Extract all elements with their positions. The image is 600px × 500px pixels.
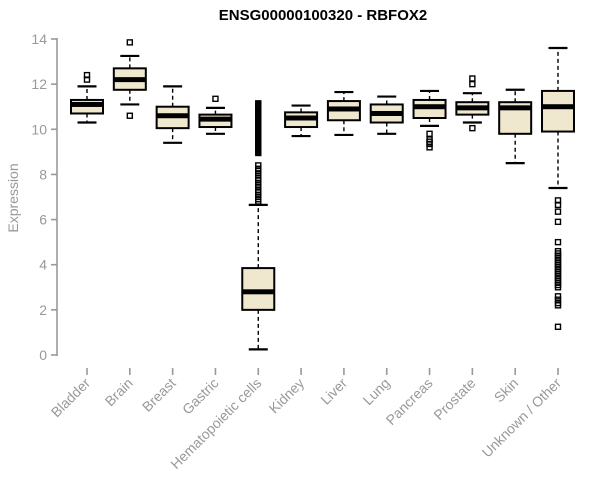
outlier-point bbox=[469, 124, 476, 132]
outlier-point bbox=[126, 112, 134, 119]
outlier-point bbox=[554, 284, 562, 291]
boxplot-breast bbox=[155, 85, 190, 144]
median-line bbox=[199, 116, 232, 122]
median-line bbox=[156, 113, 189, 119]
x-tick-label: Lung bbox=[360, 375, 393, 408]
boxplot-bladder bbox=[70, 71, 104, 124]
outlier-point bbox=[426, 140, 433, 148]
y-tick-label: 14 bbox=[31, 31, 47, 47]
y-tick-label: 10 bbox=[31, 121, 47, 137]
chart-title: ENSG00000100320 - RBFOX2 bbox=[218, 7, 428, 24]
outlier-point bbox=[554, 323, 562, 330]
median-line bbox=[285, 115, 318, 121]
median-line bbox=[413, 104, 446, 110]
boxplot-pancreas bbox=[412, 89, 447, 151]
outlier-point bbox=[255, 183, 262, 191]
median-line bbox=[327, 106, 360, 112]
boxplot-kidney bbox=[284, 104, 319, 138]
outlier-point bbox=[126, 39, 134, 46]
outlier-point bbox=[554, 296, 562, 303]
outlier-point bbox=[255, 187, 262, 194]
boxplot-lung bbox=[369, 95, 404, 135]
outlier-point bbox=[255, 180, 262, 187]
x-tick-label: Breast bbox=[139, 375, 179, 415]
outlier-point bbox=[426, 130, 433, 138]
x-tick-label: Skin bbox=[491, 375, 522, 406]
boxplot-gastric bbox=[198, 95, 233, 135]
y-tick-label: 12 bbox=[31, 76, 47, 92]
outlier-point bbox=[426, 144, 433, 151]
outlier-point bbox=[554, 201, 562, 209]
outlier-point bbox=[255, 165, 262, 172]
x-tick-label: Unknown / Other bbox=[479, 375, 565, 461]
x-tick-label: Bladder bbox=[48, 375, 94, 421]
boxplot-hematopoietic-cells bbox=[241, 100, 276, 351]
outlier-point bbox=[554, 302, 562, 309]
outlier-point bbox=[554, 208, 562, 215]
x-tick-label: Gastric bbox=[179, 375, 222, 418]
outlier-point bbox=[554, 218, 562, 226]
outlier-point bbox=[554, 238, 562, 246]
boxplot-liver bbox=[326, 90, 361, 137]
outlier-point bbox=[469, 80, 476, 88]
y-tick-label: 8 bbox=[39, 166, 47, 182]
outlier-point bbox=[554, 293, 562, 300]
outlier-point bbox=[255, 162, 262, 169]
outlier-point bbox=[255, 100, 262, 107]
median-line bbox=[370, 110, 403, 116]
median-line bbox=[113, 77, 146, 83]
x-tick-label: Brain bbox=[102, 375, 136, 409]
boxplot-prostate bbox=[455, 75, 490, 132]
boxplot-unknown-other bbox=[541, 46, 575, 330]
outlier-point bbox=[83, 71, 91, 79]
median-line bbox=[242, 289, 275, 295]
x-tick-label: Liver bbox=[317, 375, 350, 408]
median-line bbox=[71, 101, 103, 107]
outlier-point bbox=[469, 75, 476, 82]
outlier-point bbox=[212, 95, 219, 103]
x-tick-label: Pancreas bbox=[383, 375, 436, 428]
boxplot-brain bbox=[112, 39, 147, 119]
box bbox=[241, 267, 276, 311]
box bbox=[541, 89, 575, 133]
median-line bbox=[456, 105, 489, 111]
boxplot-skin bbox=[498, 88, 533, 165]
y-tick-label: 4 bbox=[39, 257, 47, 273]
x-tick-label: Prostate bbox=[430, 375, 478, 423]
y-tick-label: 2 bbox=[39, 302, 47, 318]
median-line bbox=[499, 105, 532, 111]
y-tick-label: 6 bbox=[39, 212, 47, 228]
x-tick-label: Kidney bbox=[266, 375, 308, 417]
y-tick-label: 0 bbox=[39, 347, 47, 363]
median-line bbox=[542, 104, 574, 110]
